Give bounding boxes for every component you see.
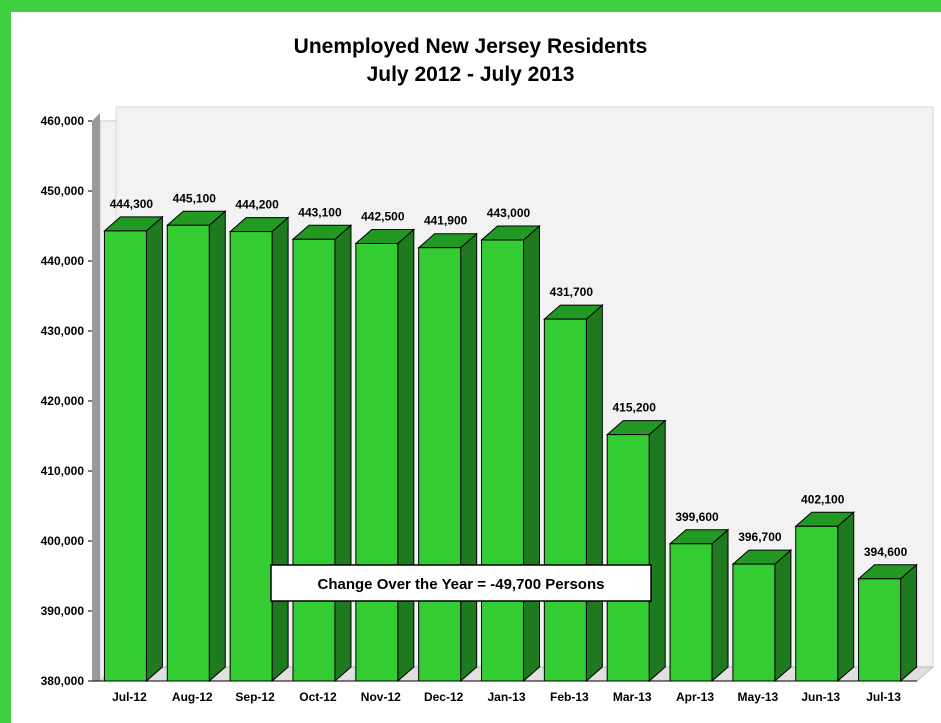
y-tick-label: 380,000 [41, 674, 85, 688]
bar-side [711, 528, 729, 683]
y-tick-label: 400,000 [41, 534, 85, 548]
bar [858, 578, 902, 682]
x-tick-label: Dec-12 [424, 690, 464, 704]
bar-side [774, 548, 792, 683]
bar-side [523, 224, 540, 683]
annotation-text: Change Over the Year = -49,700 Persons [318, 576, 605, 593]
x-tick-label: Sep-12 [235, 690, 275, 704]
x-tick-label: Apr-13 [676, 690, 714, 704]
y-tick-label: 450,000 [41, 184, 85, 198]
data-label: 444,300 [110, 197, 154, 211]
bar [166, 224, 210, 682]
x-tick-label: Mar-13 [613, 690, 652, 704]
x-tick-label: Jun-13 [801, 690, 840, 704]
x-tick-label: Aug-12 [172, 690, 213, 704]
data-label: 442,500 [361, 210, 405, 224]
data-label: 445,100 [173, 191, 217, 205]
bar-side [208, 210, 226, 683]
data-label: 443,000 [487, 206, 531, 220]
chart-title: Unemployed New Jersey Residents [293, 35, 648, 58]
bar [795, 525, 839, 682]
y-tick-label: 430,000 [41, 324, 85, 338]
bar [543, 318, 587, 682]
bar [732, 563, 776, 682]
bar-side [271, 216, 289, 683]
x-tick-label: Feb-13 [550, 690, 589, 704]
data-label: 444,200 [235, 198, 279, 212]
x-tick-label: Jul-12 [112, 690, 147, 704]
bar [418, 247, 462, 682]
y-tick-label: 460,000 [41, 114, 85, 128]
bar [292, 238, 336, 682]
y-tick-label: 410,000 [41, 464, 85, 478]
data-label: 415,200 [612, 401, 656, 415]
data-label: 443,100 [298, 205, 342, 219]
bar-side [585, 303, 603, 683]
bar-side [648, 419, 666, 683]
annotation-box [270, 564, 652, 602]
bar-side [145, 215, 163, 683]
bar [606, 434, 650, 682]
bar [669, 543, 713, 682]
x-tick-label: Nov-12 [361, 690, 401, 704]
bar [229, 231, 273, 682]
bar-side [900, 563, 918, 683]
bar-side [334, 224, 352, 683]
y-tick-label: 440,000 [41, 254, 85, 268]
y-tick-label: 420,000 [41, 394, 85, 408]
x-tick-label: Oct-12 [299, 690, 337, 704]
data-label: 431,700 [550, 285, 594, 299]
data-label: 394,600 [864, 545, 908, 559]
bar-side [397, 228, 415, 683]
bar [355, 243, 399, 682]
chart-subtitle: July 2012 - July 2013 [366, 63, 575, 86]
data-label: 441,900 [424, 214, 468, 228]
y-axis-wall [92, 113, 100, 681]
data-label: 399,600 [675, 510, 719, 524]
bar-side [460, 232, 478, 683]
x-tick-label: Jul-13 [866, 690, 901, 704]
y-tick-label: 390,000 [41, 604, 85, 618]
bar [481, 239, 524, 682]
x-tick-label: May-13 [738, 690, 779, 704]
data-label: 396,700 [738, 530, 782, 544]
bar-side [837, 511, 855, 683]
bar [103, 230, 147, 682]
x-tick-label: Jan-13 [487, 690, 525, 704]
data-label: 402,100 [801, 492, 845, 506]
